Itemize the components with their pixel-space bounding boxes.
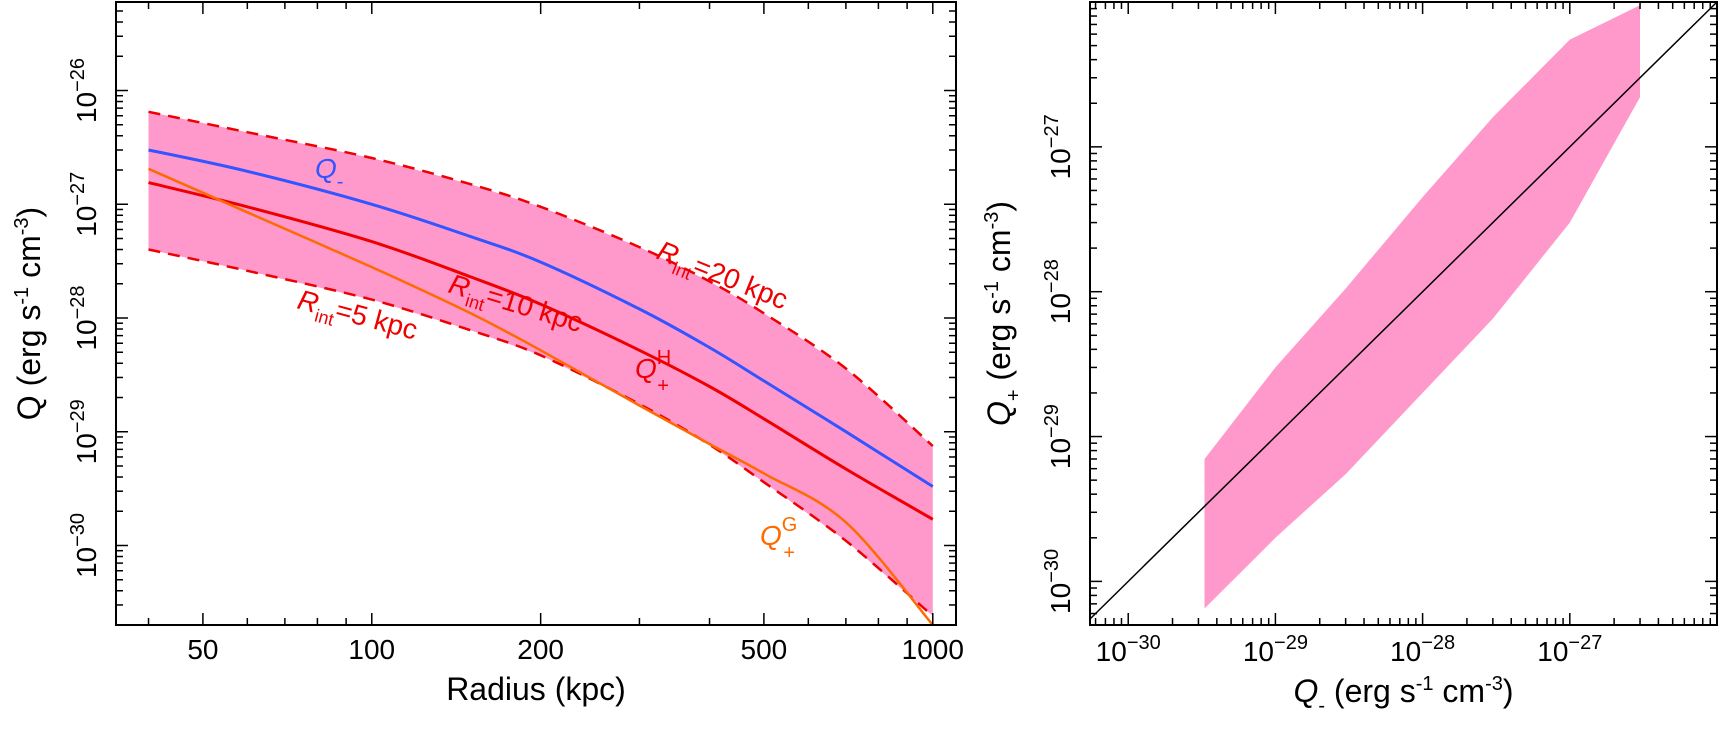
tick-label-base: 10: [1537, 636, 1568, 667]
annotation-sub: -: [337, 171, 344, 193]
x-axis-title: Radius (kpc): [446, 671, 626, 707]
right-panel-q-comparison: 10−30 10−29 10−28 10−2710−3010−2910−2810−27…: [981, 1, 1718, 717]
plot-area: [1090, 2, 1717, 620]
left-panel-radius-plot: 50 100 200 500 100010−3010−2910−2810−2710−26…: [11, 1, 964, 707]
y-axis-title-exp: -1: [981, 281, 1003, 299]
series-line-rint20: [148, 110, 934, 447]
annotation-main: Q: [760, 520, 782, 551]
x-tick-label: 1000: [902, 634, 964, 665]
shaded-band: [148, 111, 933, 617]
label-q-minus: Q-: [315, 153, 343, 193]
tick-label-exponent: −27: [1041, 114, 1063, 148]
tick-label-base: 10: [71, 547, 102, 578]
x-tick-label: 100: [348, 634, 395, 665]
x-axis-title-mid: cm: [1434, 673, 1486, 709]
y-axis-title: Q (erg s-1 cm-3): [11, 207, 47, 420]
y-tick-label: 10−30: [67, 513, 102, 578]
y-axis-title-end: ): [981, 201, 1017, 212]
y-axis-title-mid: cm: [11, 235, 47, 287]
x-axis-title-exp: -3: [1485, 673, 1503, 695]
x-tick-label: 10−27: [1537, 632, 1602, 667]
series-line-unity: [1090, 2, 1717, 620]
tick-label-exponent: −29: [1041, 404, 1063, 438]
y-axis-title-end: ): [11, 207, 47, 218]
y-axis-title-rest: (erg s: [981, 299, 1017, 390]
annotation-main: Q: [315, 153, 337, 184]
tick-label-exponent: −27: [1568, 632, 1602, 654]
y-axis-title-exp: -3: [11, 217, 33, 235]
tick-label-base: 10: [1096, 636, 1127, 667]
tick-label-exponent: −30: [67, 513, 89, 547]
y-axis-title-main: Q (erg s: [11, 305, 47, 421]
annotation-sub: +: [783, 542, 795, 564]
x-tick-label: 10−30: [1096, 632, 1161, 667]
label-q-plus-g: QG +: [760, 514, 797, 564]
y-tick-label: 10−26: [67, 58, 102, 123]
tick-label-base: 10: [1045, 293, 1076, 324]
tick-label-exponent: −28: [1421, 632, 1455, 654]
tick-label-base: 10: [71, 433, 102, 464]
tick-label-exponent: −28: [1041, 259, 1063, 293]
y-tick-label: 10−28: [1041, 259, 1076, 324]
tick-label-exponent: −27: [67, 172, 89, 206]
annotation-sub: +: [657, 375, 669, 397]
y-tick-label: 10−29: [1041, 404, 1076, 469]
label-q-plus-h: QH +: [635, 347, 671, 397]
x-axis-title-exp: -1: [1416, 673, 1434, 695]
x-tick-label: 500: [741, 634, 788, 665]
plot-frame: [115, 1, 957, 626]
tick-label-base: 10: [71, 206, 102, 237]
tick-label-base: 10: [1243, 636, 1274, 667]
y-tick-label: 10−30: [1041, 549, 1076, 614]
annotation-main: Q: [635, 353, 657, 384]
tick-label-base: 10: [1045, 148, 1076, 179]
annotation-sup: G: [782, 514, 798, 536]
tick-label-exponent: −29: [1274, 632, 1308, 654]
annotation-sub: int: [312, 306, 336, 330]
tick-label-exponent: −28: [67, 285, 89, 319]
tick-label-base: 10: [1045, 438, 1076, 469]
x-axis-title-rest: (erg s: [1325, 673, 1416, 709]
annotation-sup: H: [657, 347, 671, 369]
series-line-qminus: [148, 148, 934, 488]
y-tick-label: 10−27: [1041, 114, 1076, 179]
x-tick-label: 10−29: [1243, 632, 1308, 667]
x-axis-title-end: ): [1503, 673, 1514, 709]
series-line-rint5: [148, 248, 934, 617]
tick-label-base: 10: [71, 92, 102, 123]
y-tick-label: 10−28: [67, 285, 102, 350]
y-tick-label: 10−27: [67, 172, 102, 237]
tick-label-base: 10: [1045, 583, 1076, 614]
x-axis-title-main: Q: [1293, 673, 1318, 709]
shaded-band: [1204, 5, 1640, 609]
y-axis-title-exp: -3: [981, 212, 1003, 230]
tick-label-exponent: −29: [67, 399, 89, 433]
y-axis-title: Q+ (erg s-1 cm-3): [981, 201, 1025, 426]
x-axis-title: Q- (erg s-1 cm-3): [1293, 673, 1513, 717]
y-axis-title-exp: -1: [11, 287, 33, 305]
y-axis-title-mid: cm: [981, 229, 1017, 281]
y-axis-title-main: Q: [981, 401, 1017, 426]
x-tick-label: 200: [517, 634, 564, 665]
series-line-qplusG: [148, 167, 934, 626]
tick-label-base: 10: [1390, 636, 1421, 667]
y-tick-label: 10−29: [67, 399, 102, 464]
tick-label-base: 10: [71, 319, 102, 350]
tick-label-exponent: −26: [67, 58, 89, 92]
series-line-qplusH: [148, 181, 934, 521]
x-axis-title-sub: -: [1318, 695, 1325, 717]
tick-label-exponent: −30: [1041, 549, 1063, 583]
tick-label-exponent: −30: [1127, 632, 1161, 654]
y-axis-title-sub: +: [1003, 389, 1025, 401]
x-tick-label: 10−28: [1390, 632, 1455, 667]
x-tick-label: 50: [187, 634, 218, 665]
